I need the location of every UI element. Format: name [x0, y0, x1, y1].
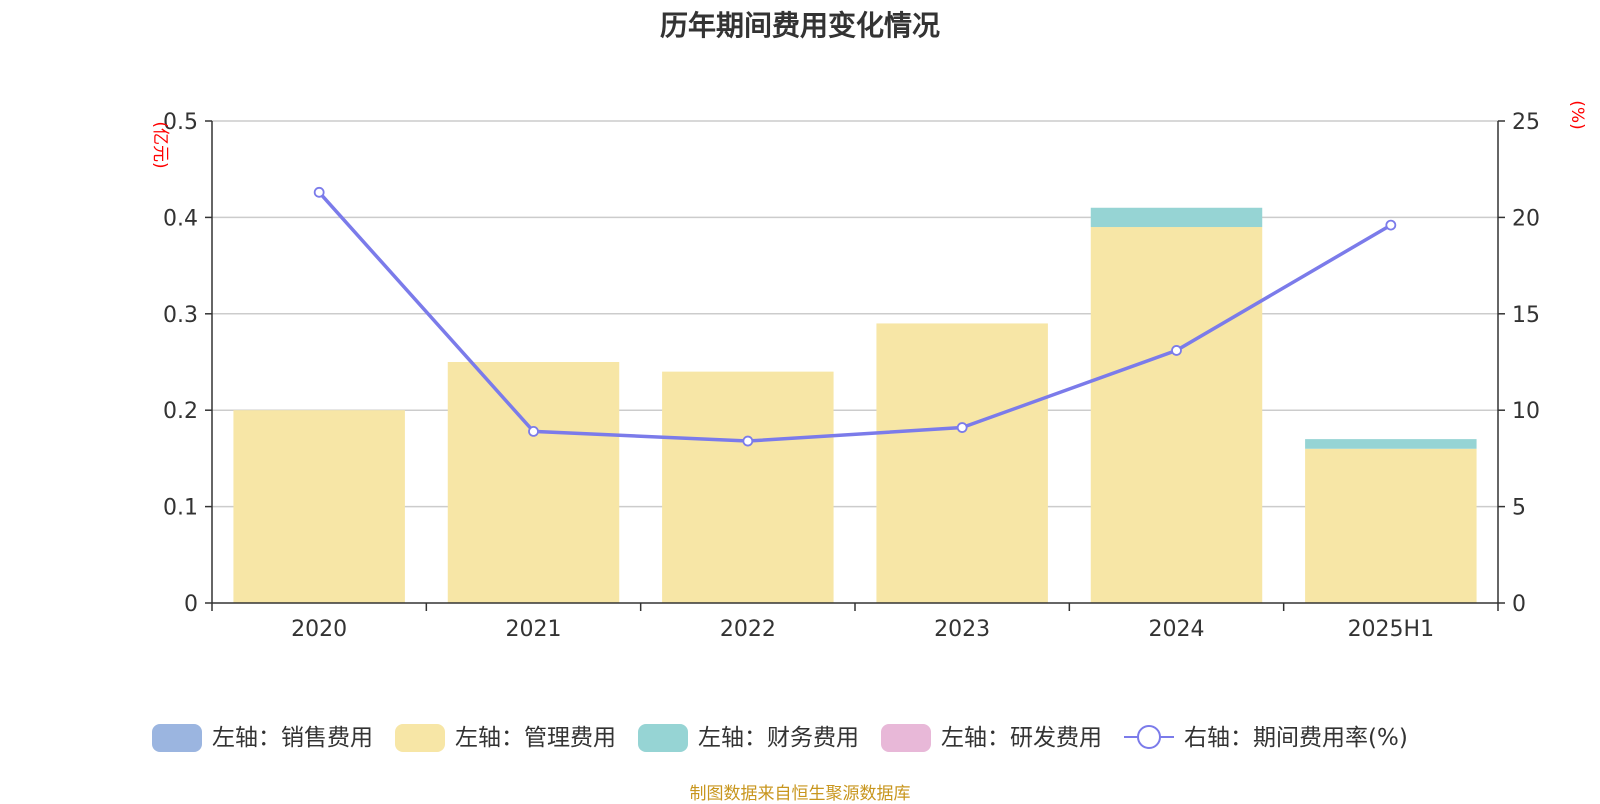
bar-2-5 [1305, 439, 1477, 449]
legend-item-3: 左轴：研发费用 [881, 724, 1102, 752]
chart-title: 历年期间费用变化情况 [659, 9, 940, 42]
legend-item-0: 左轴：销售费用 [152, 724, 373, 752]
rate-point-0 [313, 186, 325, 198]
legend-label: 左轴：管理费用 [455, 725, 616, 751]
legend-label: 左轴：销售费用 [212, 725, 373, 751]
source-note: 制图数据来自恒生聚源数据库 [689, 784, 911, 804]
x-tick-label: 2021 [506, 617, 562, 642]
rate-point-3 [956, 422, 968, 433]
rate-point-2 [742, 435, 754, 447]
bar-1-4 [1090, 227, 1263, 604]
legend-swatch [395, 724, 445, 752]
left-axis-unit: (亿元) [150, 121, 170, 168]
left-tick-label: 0.1 [163, 496, 198, 521]
legend-label: 右轴：期间费用率(%) [1184, 725, 1408, 751]
left-tick-label: 0 [184, 592, 198, 617]
x-tick-label: 2024 [1149, 617, 1205, 642]
legend: 左轴：销售费用 左轴：管理费用 左轴：财务费用 左轴：研发费用 右轴：期间费用率(%) [152, 724, 1408, 752]
right-tick-label: 25 [1512, 110, 1540, 135]
legend-item-1: 左轴：管理费用 [395, 724, 616, 752]
legend-item-4: 右轴：期间费用率(%) [1124, 725, 1408, 751]
x-tick-label: 2025H1 [1348, 617, 1435, 642]
rate-point-4 [1171, 345, 1182, 356]
bar-marks [233, 207, 1477, 604]
right-tick-label: 5 [1512, 496, 1526, 521]
legend-label: 左轴：研发费用 [941, 725, 1102, 751]
rate-line [317, 191, 1392, 443]
left-tick-label: 0.2 [163, 399, 198, 424]
rate-point-5 [1385, 219, 1397, 231]
left-tick-label: 0.5 [163, 110, 198, 135]
legend-label: 左轴：财务费用 [698, 725, 859, 751]
right-tick-label: 0 [1512, 592, 1526, 617]
bar-1-1 [447, 362, 620, 603]
bar-1-5 [1305, 448, 1477, 603]
right-tick-label: 10 [1512, 399, 1540, 424]
right-tick-label: 20 [1512, 206, 1540, 231]
legend-swatch [881, 724, 931, 752]
left-tick-label: 0.4 [163, 206, 198, 231]
x-tick-label: 2020 [291, 617, 347, 642]
bar-1-0 [233, 410, 405, 603]
bar-2-4 [1090, 207, 1263, 228]
bar-1-2 [662, 371, 834, 603]
bar-1-3 [876, 323, 1048, 603]
legend-swatch [638, 724, 688, 752]
line-series [313, 186, 1397, 447]
right-axis-unit: (%) [1567, 100, 1587, 129]
legend-swatch [152, 724, 202, 752]
x-tick-label: 2022 [720, 617, 776, 642]
legend-item-2: 左轴：财务费用 [638, 724, 859, 752]
legend-marker [1137, 725, 1161, 749]
axes: 0 0.1 0.2 0.3 0.4 0.5 0 5 10 15 20 25 2020 2021 2022 20… [150, 100, 1587, 642]
x-tick-label: 2023 [934, 617, 990, 642]
right-tick-label: 15 [1512, 303, 1540, 328]
left-tick-label: 0.3 [163, 303, 198, 328]
rate-point-1 [528, 426, 539, 437]
